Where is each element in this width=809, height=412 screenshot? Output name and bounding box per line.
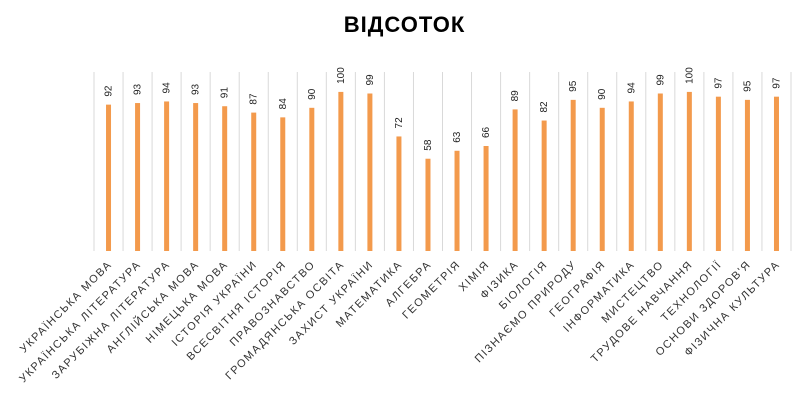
bar: [773, 96, 779, 251]
bar: [251, 112, 257, 251]
data-label: 94: [626, 82, 637, 94]
data-label: 99: [365, 74, 376, 86]
data-label: 90: [307, 88, 318, 100]
data-label: 94: [162, 82, 173, 94]
bar: [628, 101, 634, 251]
data-label: 97: [771, 77, 782, 89]
bar: [512, 109, 518, 251]
bar: [280, 117, 286, 251]
bar: [338, 91, 344, 251]
bar: [715, 96, 721, 251]
bar: [570, 99, 576, 251]
bar: [367, 93, 373, 251]
data-label: 100: [336, 67, 347, 84]
data-label: 63: [452, 131, 463, 143]
data-label: 58: [423, 139, 434, 151]
data-label: 95: [568, 80, 579, 92]
data-label: 82: [539, 101, 550, 113]
chart-title: ВІДСОТОК: [343, 12, 466, 37]
bar: [541, 120, 547, 251]
bar: [106, 104, 112, 252]
bar: [222, 106, 228, 252]
data-label: 95: [742, 80, 753, 92]
data-label: 93: [133, 83, 144, 95]
bar: [657, 93, 663, 251]
data-label: 91: [220, 87, 231, 99]
data-label: 89: [510, 90, 521, 102]
data-label: 90: [597, 88, 608, 100]
bar: [483, 146, 489, 251]
data-label: 84: [278, 98, 289, 110]
data-label: 66: [481, 126, 492, 138]
bar: [425, 158, 431, 251]
bar: [164, 101, 170, 251]
data-label: 72: [394, 117, 405, 129]
bar: [686, 91, 692, 251]
category-label: УКРАЇНСЬКА ЛІТЕРАТУРА: [17, 259, 143, 385]
data-label: 93: [191, 83, 202, 95]
data-label: 100: [684, 67, 695, 84]
data-label: 87: [249, 93, 260, 105]
category-label: ЗАРУБІЖНА ЛІТЕРАТУРА: [50, 259, 173, 382]
bar: [193, 103, 199, 251]
bar: [744, 99, 750, 251]
data-label: 99: [655, 74, 666, 86]
bar: [309, 107, 315, 252]
bar: [454, 150, 460, 251]
bar: [396, 136, 402, 251]
data-label: 92: [104, 85, 115, 97]
bar: [135, 103, 141, 251]
bar: [599, 107, 605, 252]
data-label: 97: [713, 77, 724, 89]
